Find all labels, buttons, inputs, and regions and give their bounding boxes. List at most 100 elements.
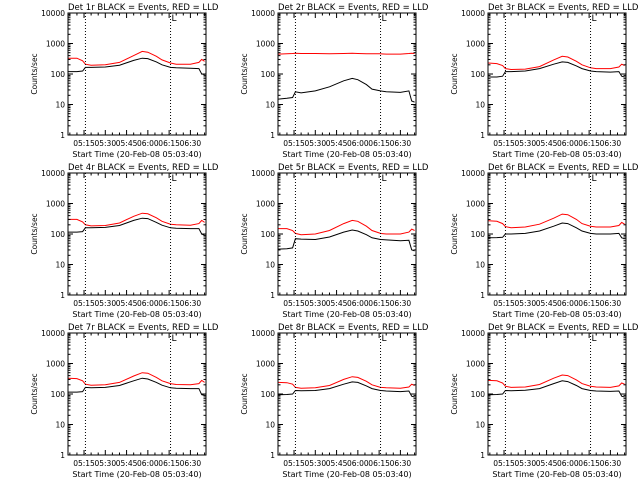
x-tick-label: 05:45 xyxy=(116,139,138,148)
y-tick-label: 1 xyxy=(270,291,275,300)
x-axis-label: Start Time (20-Feb-08 05:03:40) xyxy=(282,470,411,479)
x-tick-label: 06:00 xyxy=(347,299,369,308)
y-tick-label: 10000 xyxy=(251,9,275,18)
y-tick-label: 100 xyxy=(471,390,486,399)
panel-title: Det 4r BLACK = Events, RED = LLD xyxy=(68,163,219,173)
y-axis-label: Counts/sec xyxy=(450,373,459,414)
x-tick-label: 05:30 xyxy=(514,139,536,148)
top-marker-label: L xyxy=(172,174,177,184)
x-tick-label: 05:30 xyxy=(304,459,326,468)
y-tick-label: 1000 xyxy=(466,40,485,49)
plot-frame xyxy=(67,12,207,136)
x-tick-label: 05:15 xyxy=(493,139,515,148)
y-tick-label: 100 xyxy=(261,70,276,79)
x-tick-label: 05:30 xyxy=(94,139,116,148)
lld-line xyxy=(68,212,205,227)
lld-line xyxy=(68,372,205,386)
y-axis-label: Counts/sec xyxy=(240,373,249,414)
x-tick-label: 05:30 xyxy=(94,299,116,308)
x-tick-label: 05:30 xyxy=(304,139,326,148)
x-tick-label: 05:15 xyxy=(493,459,515,468)
events-line xyxy=(68,377,205,396)
x-axis-label: Start Time (20-Feb-08 05:03:40) xyxy=(282,150,411,159)
y-tick-label: 10000 xyxy=(251,329,275,338)
plot-frame xyxy=(67,172,207,296)
x-axis-label: Start Time (20-Feb-08 05:03:40) xyxy=(72,470,201,479)
x-tick-label: 05:15 xyxy=(283,139,305,148)
events-line xyxy=(488,222,625,240)
y-tick-label: 10 xyxy=(55,101,65,110)
x-tick-label: 06:30 xyxy=(390,139,412,148)
y-axis-label: Counts/sec xyxy=(450,53,459,94)
x-tick-label: 06:00 xyxy=(137,459,159,468)
plot-frame xyxy=(487,332,627,456)
panel-title: Det 3r BLACK = Events, RED = LLD xyxy=(488,3,639,13)
y-tick-label: 10000 xyxy=(41,9,65,18)
y-tick-label: 10 xyxy=(55,261,65,270)
x-tick-label: 05:45 xyxy=(326,139,348,148)
y-tick-label: 10 xyxy=(265,261,275,270)
y-tick-label: 1000 xyxy=(46,360,65,369)
y-tick-label: 10000 xyxy=(461,169,485,178)
top-marker-label: L xyxy=(172,334,177,344)
panel-title: Det 6r BLACK = Events, RED = LLD xyxy=(488,163,639,173)
y-tick-label: 1000 xyxy=(256,360,275,369)
y-tick-label: 1 xyxy=(270,451,275,460)
y-tick-label: 100 xyxy=(471,70,486,79)
x-tick-label: 06:15 xyxy=(368,139,390,148)
top-marker-label: L xyxy=(172,14,177,24)
y-axis-label: Counts/sec xyxy=(30,373,39,414)
y-tick-label: 1 xyxy=(60,131,65,140)
panel-title: Det 9r BLACK = Events, RED = LLD xyxy=(488,323,639,333)
panel-title: Det 5r BLACK = Events, RED = LLD xyxy=(278,163,429,173)
y-tick-label: 10000 xyxy=(461,329,485,338)
y-tick-label: 1 xyxy=(270,131,275,140)
y-tick-label: 1 xyxy=(480,451,485,460)
x-tick-label: 06:00 xyxy=(347,459,369,468)
y-tick-label: 1 xyxy=(60,451,65,460)
plot-frame xyxy=(67,332,207,456)
lld-line xyxy=(278,52,415,55)
lld-line xyxy=(488,55,625,71)
y-axis-label: Counts/sec xyxy=(240,213,249,254)
y-axis-label: Counts/sec xyxy=(30,213,39,254)
x-tick-label: 06:00 xyxy=(137,299,159,308)
y-tick-label: 100 xyxy=(261,230,276,239)
x-axis-label: Start Time (20-Feb-08 05:03:40) xyxy=(492,470,621,479)
x-tick-label: 06:30 xyxy=(600,139,622,148)
panel-title: Det 7r BLACK = Events, RED = LLD xyxy=(68,323,219,333)
y-tick-label: 10 xyxy=(265,101,275,110)
x-tick-label: 06:30 xyxy=(180,459,202,468)
lld-line xyxy=(278,376,415,389)
x-tick-label: 05:45 xyxy=(326,299,348,308)
x-tick-label: 06:15 xyxy=(368,459,390,468)
x-tick-label: 06:30 xyxy=(180,139,202,148)
y-tick-label: 10 xyxy=(55,421,65,430)
x-tick-label: 06:00 xyxy=(557,459,579,468)
x-axis-label: Start Time (20-Feb-08 05:03:40) xyxy=(72,310,201,319)
events-line xyxy=(278,381,415,398)
plot-frame xyxy=(277,332,417,456)
x-tick-label: 06:00 xyxy=(557,299,579,308)
x-tick-label: 05:15 xyxy=(73,299,95,308)
y-axis-label: Counts/sec xyxy=(450,213,459,254)
y-tick-label: 1000 xyxy=(256,40,275,49)
lld-line xyxy=(488,374,625,388)
x-tick-label: 06:15 xyxy=(158,459,180,468)
x-tick-label: 06:30 xyxy=(390,459,412,468)
x-axis-label: Start Time (20-Feb-08 05:03:40) xyxy=(492,150,621,159)
x-axis-label: Start Time (20-Feb-08 05:03:40) xyxy=(282,310,411,319)
x-tick-label: 05:45 xyxy=(536,459,558,468)
x-tick-label: 05:45 xyxy=(536,299,558,308)
x-tick-label: 06:00 xyxy=(137,139,159,148)
events-line xyxy=(488,380,625,398)
events-line xyxy=(278,229,415,252)
x-tick-label: 05:15 xyxy=(493,299,515,308)
events-line xyxy=(488,61,625,78)
y-tick-label: 10 xyxy=(265,421,275,430)
x-tick-label: 06:15 xyxy=(368,299,390,308)
panel-title: Det 8r BLACK = Events, RED = LLD xyxy=(278,323,429,333)
